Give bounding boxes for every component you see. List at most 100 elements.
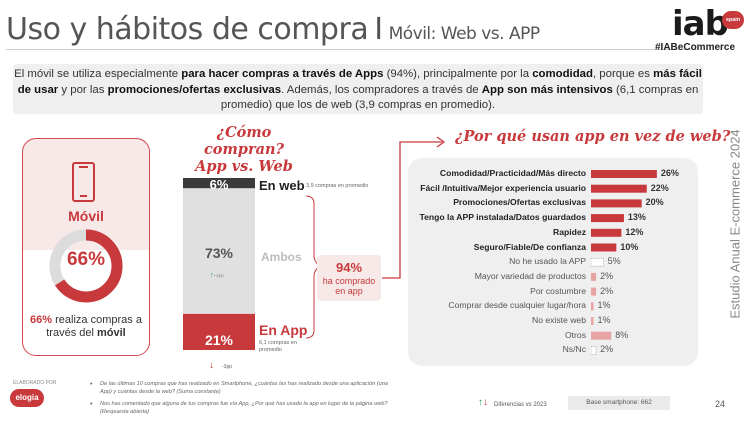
- why-bar: [591, 272, 597, 281]
- smartphone-icon-button: [80, 195, 87, 197]
- bar-label-both: 73%: [204, 245, 234, 261]
- donut-percentage: 66%: [66, 249, 106, 270]
- difference-legend: Diferencias vs 2023: [494, 402, 547, 408]
- stacked-bar-chart: [183, 178, 255, 350]
- how-title-line1: ¿Cómo compran?: [203, 124, 285, 158]
- bar-label-web: 6%: [209, 177, 229, 192]
- callout-percentage: 94%: [335, 260, 363, 275]
- why-bar-category: No existe web: [532, 315, 586, 325]
- why-bar: [591, 184, 647, 193]
- why-panel: [408, 158, 698, 366]
- footnote-bullet: •: [90, 381, 93, 388]
- movil-card: [22, 138, 150, 356]
- elogia-logo: elogia: [10, 389, 44, 407]
- why-bar-value: 1%: [597, 315, 611, 325]
- stack-segment-web: [183, 178, 255, 189]
- connector-arrow: [382, 136, 446, 279]
- iab-logo-badge: spain: [722, 11, 744, 29]
- why-bar: [591, 287, 597, 296]
- footnote-2: Nos has comentado que alguna de tus comp…: [100, 401, 388, 415]
- stack-segment-app: [183, 313, 255, 350]
- study-vertical-label: Estudio Anual E-commerce 2024: [727, 110, 743, 338]
- difference-arrows-icon: ↑↓: [478, 397, 488, 408]
- why-bar-value: 1%: [597, 300, 611, 311]
- why-title: ¿Por qué usan app en vez de web?: [455, 128, 731, 145]
- why-bar-category: Mayor variedad de productos: [474, 270, 586, 281]
- why-bar-value: 13%: [627, 212, 646, 223]
- iab-logo: iab: [672, 4, 729, 44]
- base-sample: Base smartphone: 662: [568, 396, 670, 410]
- intro-summary: El móvil se utiliza especialmente para h…: [13, 64, 703, 114]
- app-change-value: +4pp: [213, 273, 224, 278]
- why-bar-category: Promociones/Ofertas exclusivas: [453, 197, 586, 208]
- how-title: ¿Cómo compran? App vs. Web: [182, 124, 306, 175]
- intro-bold: para hacer compras a través de Apps: [181, 68, 384, 80]
- legend-en-web: En web: [259, 178, 305, 193]
- movil-description-pct: 66%: [30, 314, 53, 326]
- callout-box: 94% ha comprado en app: [317, 255, 381, 301]
- why-bar: [591, 346, 597, 355]
- web-average-note: 3,9 compras en promedio: [306, 183, 369, 189]
- why-bar-value: 10%: [620, 241, 639, 252]
- study-vertical-text: Estudio Anual E-commerce 2024: [727, 129, 743, 319]
- intro-bold: App son más intensivos: [481, 83, 613, 96]
- why-bar-category: Comprar desde cualquier lugar/hora: [448, 300, 586, 311]
- stack-segment-ambos: [183, 188, 255, 314]
- why-bar: [591, 317, 594, 325]
- why-bar: [591, 257, 604, 267]
- down-arrow-icon: ↓: [209, 360, 214, 371]
- why-bar-category: Seguro/Fiable/De confianza: [473, 241, 586, 252]
- why-bar-category: Por costumbre: [530, 285, 586, 296]
- why-bar: [591, 214, 624, 223]
- title-separator: I: [374, 12, 383, 47]
- intro-text: y por las: [58, 83, 108, 96]
- legend-en-app: En App: [259, 322, 308, 338]
- movil-donut-chart: [49, 229, 123, 303]
- down-change-value: -3pp: [222, 364, 233, 370]
- intro-bold: más fácil de usar: [17, 68, 702, 96]
- why-bar-category: Ns/Nc: [562, 344, 586, 355]
- intro-text: , porque es: [592, 68, 654, 80]
- movil-description-bold: móvil: [97, 327, 126, 339]
- why-bar: [591, 199, 642, 208]
- why-bar-category: Fácil /Intuitiva/Mejor experiencia usuar…: [420, 182, 586, 193]
- how-title-line2: App vs. Web: [195, 158, 293, 175]
- app-change-note: ↑+4pp: [210, 272, 224, 279]
- why-bar: [591, 302, 594, 311]
- why-bar-category: Tengo la APP instalada/Datos guardados: [419, 212, 587, 223]
- why-bar: [591, 331, 612, 340]
- intro-text: . Además, los compradores a través de: [281, 83, 482, 96]
- why-bar-category: Comodidad/Practicidad/Más directo: [439, 168, 586, 178]
- why-bar-value: 20%: [645, 197, 664, 208]
- title-main: Uso y hábitos de compra: [6, 12, 369, 47]
- why-bar-value: 12%: [625, 226, 644, 237]
- title-subtitle: Móvil: Web vs. APP: [388, 24, 541, 44]
- why-bar-value: 22%: [650, 182, 669, 193]
- callout-text: ha comprado en app: [322, 276, 376, 296]
- smartphone-icon-speaker: [79, 166, 88, 168]
- hashtag: #IABeCommerce: [655, 42, 736, 53]
- elaborado-por: ELABORADO POR: [13, 380, 57, 386]
- intro-text: (94%), principalmente por la: [383, 68, 533, 80]
- footnote-1: De las últimas 10 compras que has realiz…: [100, 381, 388, 395]
- intro-bold: promociones/ofertas exclusivas: [107, 83, 282, 96]
- bar-label-app: 21%: [204, 332, 234, 348]
- why-bar-category: No he usado la APP: [509, 256, 586, 267]
- why-bar-value: 2%: [600, 270, 614, 281]
- app-average-note: 6,1 compras en promedio: [259, 340, 297, 353]
- donut-slice-movil: [49, 229, 123, 303]
- smartphone-icon: [72, 162, 95, 202]
- legend-ambos: Ambos: [261, 250, 302, 264]
- movil-description-text: realiza compras a través del: [46, 314, 142, 339]
- footnote-bullet: •: [90, 401, 93, 408]
- why-bar-value: 8%: [615, 329, 629, 340]
- page-title: Uso y hábitos de compra I Móvil: Web vs. A…: [6, 12, 540, 47]
- why-bar-value: 26%: [660, 168, 679, 178]
- why-bar-category: Rapidez: [553, 226, 586, 237]
- why-bar-value: 2%: [600, 285, 614, 296]
- intro-text: (6,1 compras en promedio) que los de web…: [220, 83, 699, 112]
- intro-text: El móvil se utiliza especialmente: [14, 68, 182, 80]
- why-bar-value: 5%: [607, 256, 621, 267]
- why-bar: [591, 170, 657, 178]
- why-bar: [591, 228, 622, 237]
